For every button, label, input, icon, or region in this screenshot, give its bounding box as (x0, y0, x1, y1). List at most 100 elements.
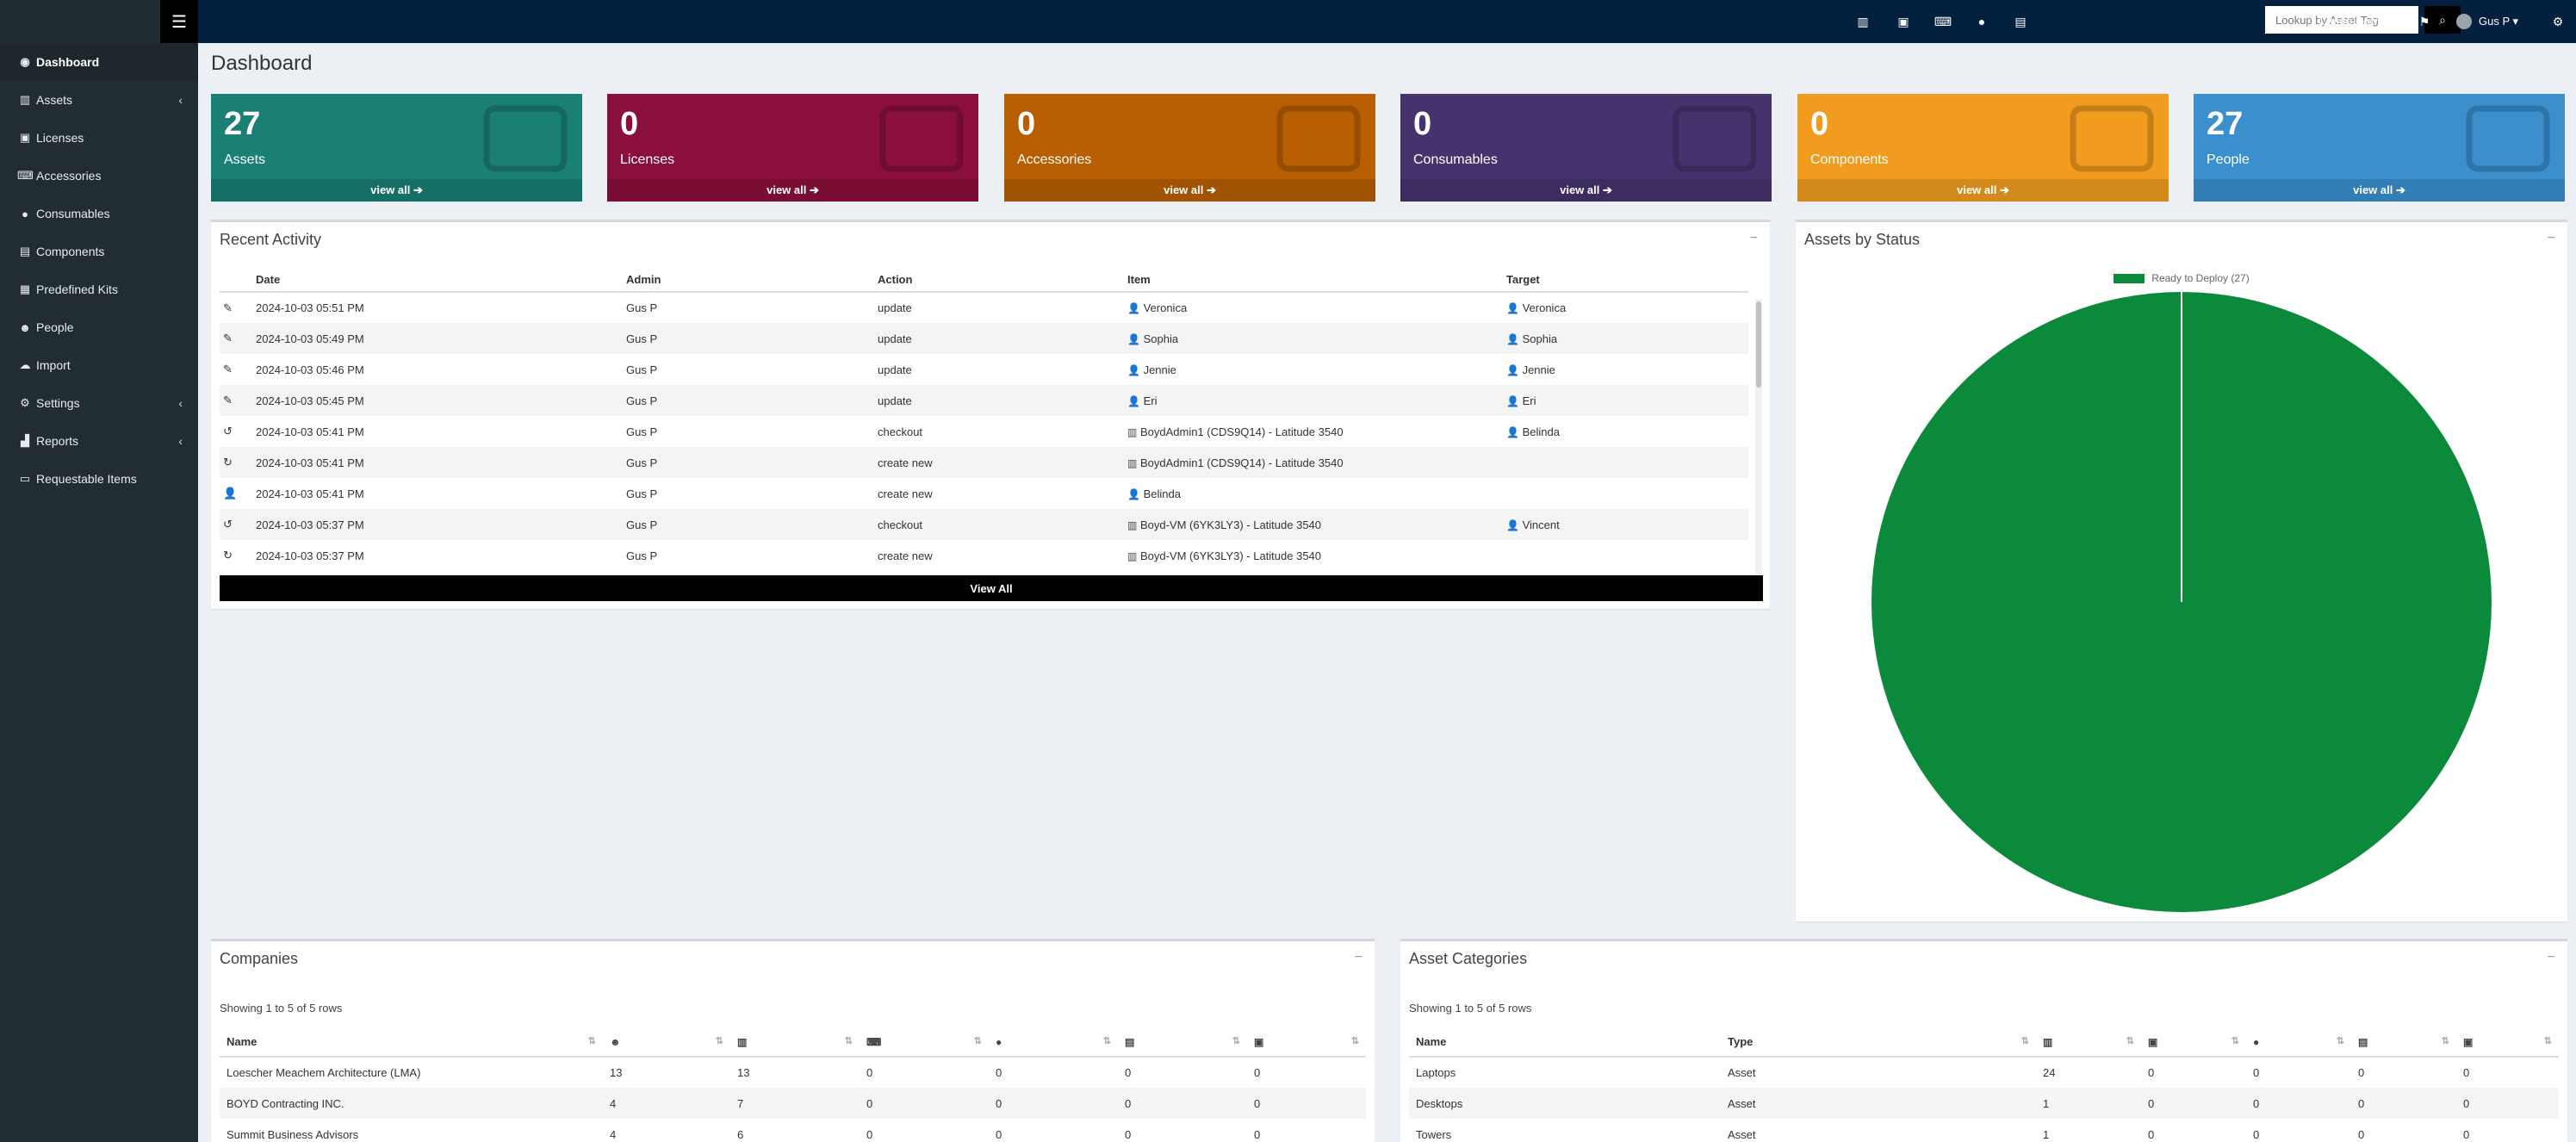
topbar-assets-barcode-icon[interactable]: ▥ (1857, 14, 1869, 28)
admin-cell[interactable]: Gus P (623, 323, 874, 354)
item-link[interactable]: BoydAdmin1 (CDS9Q14) - Latitude 3540 (1139, 425, 1344, 438)
sidebar-item-requestable-items[interactable]: ▭ Requestable Items (0, 460, 198, 498)
item-cell[interactable]: ▥ BoydAdmin1 (CDS9Q14) - Latitude 3540 (1124, 447, 1503, 478)
admin-cell[interactable]: Gus P (623, 385, 874, 416)
item-link[interactable]: BoydAdmin1 (CDS9Q14) - Latitude 3540 (1139, 456, 1344, 469)
item-link[interactable]: Boyd-VM (6YK3LY3) - Latitude 3540 (1139, 549, 1322, 562)
action-column-header[interactable]: Action (874, 268, 1124, 293)
tile-consumables[interactable]: 0 Consumables view all ➔ (1400, 94, 1772, 202)
sidebar-item-settings[interactable]: ⚙ Settings ‹ (0, 384, 198, 422)
admin-cell[interactable]: Gus P (626, 425, 658, 438)
sidebar-item-people[interactable]: ☻ People (0, 308, 198, 346)
target-link[interactable]: Eri (1522, 394, 1536, 407)
item-cell[interactable]: 👤 Belinda (1124, 478, 1503, 509)
topbar-licenses-floppy-icon[interactable]: ▣ (1897, 14, 1909, 28)
tile-components[interactable]: 0 Components view all ➔ (1797, 94, 2169, 202)
item-cell[interactable]: 👤 Sophia (1124, 323, 1503, 354)
target-link[interactable]: Vincent (1522, 518, 1560, 531)
users-column-header[interactable]: ☻ ⇅ (603, 1027, 730, 1058)
name-column-header[interactable]: Name ⇅ (220, 1027, 603, 1058)
sidebar-toggle-button[interactable]: ☰ (160, 0, 198, 43)
admin-cell[interactable]: Gus P (623, 509, 874, 540)
item-link[interactable]: Jennie (1143, 363, 1176, 376)
category-name-link[interactable]: Laptops (1416, 1066, 1456, 1079)
admin-cell[interactable]: Gus P (626, 301, 658, 314)
target-cell[interactable]: 👤 Vincent (1503, 509, 1748, 540)
collapse-button[interactable]: − (2547, 231, 2555, 245)
item-cell[interactable]: ▥ Boyd-VM (6YK3LY3) - Latitude 3540 (1124, 540, 1503, 571)
admin-cell[interactable]: Gus P (626, 363, 658, 376)
date-column-header[interactable]: Date (252, 268, 623, 293)
consumables-column-header[interactable]: ● ⇅ (2246, 1027, 2351, 1058)
sidebar-item-licenses[interactable]: ▣ Licenses (0, 119, 198, 157)
tile-assets[interactable]: 27 Assets view all ➔ (211, 94, 582, 202)
target-cell[interactable]: 👤 Sophia (1503, 323, 1748, 354)
target-link[interactable]: Jennie (1522, 363, 1555, 376)
collapse-button[interactable]: − (2547, 950, 2555, 965)
topbar-consumables-tint-icon[interactable]: ● (1977, 15, 1986, 28)
topbar-accessories-keyboard-icon[interactable]: ⌨ (1934, 14, 1952, 28)
item-link[interactable]: Sophia (1143, 332, 1179, 345)
gears-icon[interactable]: ⚙ (2552, 14, 2564, 28)
chart-legend[interactable]: Ready to Deploy (27) (1796, 272, 2567, 284)
licenses-column-header[interactable]: ▣ ⇅ (2141, 1027, 2246, 1058)
item-column-header[interactable]: Item (1124, 268, 1503, 293)
target-link[interactable]: Sophia (1522, 332, 1558, 345)
target-cell[interactable] (1503, 478, 1748, 509)
item-cell[interactable]: 👤 Jennie (1124, 354, 1503, 385)
tile-view-all-link[interactable]: view all ➔ (1004, 179, 1375, 202)
item-link[interactable]: Veronica (1143, 301, 1188, 314)
tile-view-all-link[interactable]: view all ➔ (211, 179, 582, 202)
company-name-link[interactable]: BOYD Contracting INC. (220, 1088, 603, 1119)
assets-column-header[interactable]: ▥ ⇅ (2036, 1027, 2141, 1058)
collapse-button[interactable]: − (1354, 950, 1362, 965)
accessories-column-header[interactable]: ⌨ ⇅ (860, 1027, 989, 1058)
target-cell[interactable]: 👤 Jennie (1503, 354, 1748, 385)
search-button[interactable]: ⌕ (2424, 6, 2461, 34)
accessories-column-header[interactable]: ▣ ⇅ (2456, 1027, 2559, 1058)
sidebar-item-reports[interactable]: ▟ Reports ‹ (0, 422, 198, 460)
category-name-link[interactable]: Desktops (1409, 1088, 1721, 1119)
asset-tag-search-input[interactable] (2265, 6, 2418, 34)
item-cell[interactable]: 👤 Veronica (1124, 292, 1503, 323)
target-cell[interactable] (1503, 540, 1748, 571)
type-column-header[interactable]: Type ⇅ (1721, 1027, 2036, 1058)
item-cell[interactable]: ▥ Boyd-VM (6YK3LY3) - Latitude 3540 (1124, 509, 1503, 540)
tile-people[interactable]: 27 People view all ➔ (2194, 94, 2565, 202)
view-all-button[interactable]: View All (220, 575, 1763, 601)
scrollbar-thumb[interactable] (1756, 301, 1761, 388)
tile-view-all-link[interactable]: view all ➔ (1797, 179, 2169, 202)
licenses-column-header[interactable]: ▣ ⇅ (1247, 1027, 1366, 1058)
name-column-header[interactable]: Name (1409, 1027, 1721, 1058)
target-link[interactable]: Veronica (1522, 301, 1567, 314)
item-link[interactable]: Boyd-VM (6YK3LY3) - Latitude 3540 (1139, 518, 1322, 531)
target-cell[interactable] (1503, 447, 1748, 478)
company-name-link[interactable]: Summit Business Advisors (227, 1127, 359, 1141)
item-link[interactable]: Belinda (1143, 487, 1181, 500)
tile-view-all-link[interactable]: view all ➔ (1400, 179, 1772, 202)
target-cell[interactable]: 👤 Eri (1503, 385, 1748, 416)
company-name-link[interactable]: Loescher Meachem Architecture (LMA) (227, 1066, 421, 1079)
item-cell[interactable]: ▥ BoydAdmin1 (CDS9Q14) - Latitude 3540 (1124, 416, 1503, 447)
item-link[interactable]: Eri (1143, 394, 1158, 407)
sidebar-item-components[interactable]: ▤ Components (0, 233, 198, 270)
sidebar-item-dashboard[interactable]: ◉ Dashboard (0, 43, 198, 81)
target-cell[interactable]: 👤 Belinda (1503, 416, 1748, 447)
consumables-column-header[interactable]: ● ⇅ (989, 1027, 1118, 1058)
assets-column-header[interactable]: ▥ ⇅ (730, 1027, 860, 1058)
collapse-button[interactable]: − (1749, 231, 1758, 245)
admin-cell[interactable]: Gus P (626, 487, 658, 500)
admin-column-header[interactable]: Admin (623, 268, 874, 293)
flag-icon[interactable]: ⚑ (2418, 14, 2430, 28)
admin-cell[interactable]: Gus P (626, 549, 658, 562)
components-column-header[interactable]: ▤ ⇅ (1118, 1027, 1247, 1058)
tile-view-all-link[interactable]: view all ➔ (607, 179, 978, 202)
create-new-dropdown[interactable]: Create New ▾ (2318, 0, 2387, 43)
tile-accessories[interactable]: 0 Accessories view all ➔ (1004, 94, 1375, 202)
sidebar-item-predefined-kits[interactable]: ▦ Predefined Kits (0, 270, 198, 308)
sidebar-item-consumables[interactable]: ● Consumables (0, 195, 198, 233)
scrollbar-track[interactable] (1755, 299, 1762, 574)
target-cell[interactable]: 👤 Veronica (1503, 292, 1748, 323)
tile-licenses[interactable]: 0 Licenses view all ➔ (607, 94, 978, 202)
sidebar-item-accessories[interactable]: ⌨ Accessories (0, 157, 198, 195)
